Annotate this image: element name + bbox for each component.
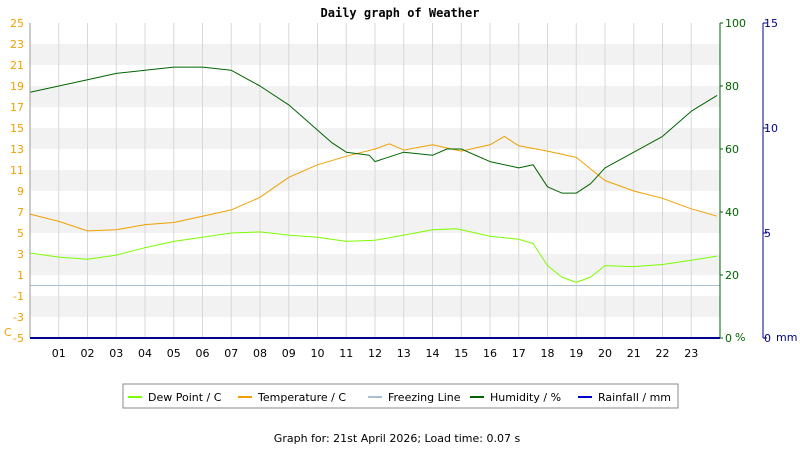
axes xyxy=(29,23,764,339)
x-axis-tick-label: 06 xyxy=(196,347,210,360)
legend-label: Freezing Line xyxy=(388,391,461,404)
left-axis-tick-label: 3 xyxy=(17,248,24,261)
left-axis-tick-label: 1 xyxy=(17,269,24,282)
x-axis-tick-label: 09 xyxy=(282,347,296,360)
x-axis-tick-label: 04 xyxy=(138,347,152,360)
legend-label: Dew Point / C xyxy=(148,391,222,404)
rainfall-axis-unit: mm xyxy=(776,331,797,344)
x-axis-tick-label: 13 xyxy=(397,347,411,360)
rainfall-axis-tick-label: 15 xyxy=(764,17,778,30)
humidity-axis-tick-label: 40 xyxy=(725,206,739,219)
x-axis-tick-label: 17 xyxy=(512,347,526,360)
x-axis-tick-label: 12 xyxy=(368,347,382,360)
x-axis-tick-label: 23 xyxy=(684,347,698,360)
humidity-axis-tick-label: 80 xyxy=(725,80,739,93)
x-axis-tick-label: 02 xyxy=(81,347,95,360)
left-axis-tick-label: 15 xyxy=(10,122,24,135)
x-axis-ticks: 01 02 03 04 05 06 07 08 09 10 11 12 13 14 15 16 17 18 19 20… xyxy=(52,347,699,360)
left-axis-tick-label: 25 xyxy=(10,17,24,30)
x-axis-tick-label: 18 xyxy=(541,347,555,360)
humidity-axis-unit: % xyxy=(735,331,745,344)
footer-text: Graph for: 21st April 2026; Load time: 0… xyxy=(274,432,521,445)
x-axis-tick-label: 08 xyxy=(253,347,267,360)
x-axis-tick-label: 14 xyxy=(426,347,440,360)
chart-title: Daily graph of Weather xyxy=(321,6,480,20)
x-axis-tick-label: 15 xyxy=(454,347,468,360)
legend-label: Temperature / C xyxy=(257,391,346,404)
left-axis-tick-label: 7 xyxy=(17,206,24,219)
left-axis-tick-label: 9 xyxy=(17,185,24,198)
left-axis-tick-label: -3 xyxy=(13,311,24,324)
rainfall-axis-tick-label: 10 xyxy=(764,122,778,135)
left-axis-tick-label: 13 xyxy=(10,143,24,156)
rainfall-axis-ticks: 15 10 5 0 xyxy=(763,17,778,345)
x-axis-tick-label: 05 xyxy=(167,347,181,360)
x-axis-tick-label: 07 xyxy=(224,347,238,360)
x-axis-tick-label: 19 xyxy=(569,347,583,360)
left-axis-ticks: 25 23 21 19 17 15 13 11 9 7 5 3 1 -1 -3 -5 xyxy=(10,17,24,345)
left-axis-tick-label: 17 xyxy=(10,101,24,114)
left-axis-unit: C xyxy=(4,326,12,339)
x-axis-tick-label: 01 xyxy=(52,347,66,360)
humidity-axis-tick-label: 60 xyxy=(725,143,739,156)
left-axis-tick-label: 11 xyxy=(10,164,24,177)
rainfall-axis-tick-label: 0 xyxy=(764,332,771,345)
left-axis-tick-label: -1 xyxy=(13,290,24,303)
series-line xyxy=(29,228,718,283)
humidity-axis-tick-label: 100 xyxy=(725,17,746,30)
x-axis-tick-label: 11 xyxy=(339,347,353,360)
x-axis-tick-label: 03 xyxy=(109,347,123,360)
x-axis-tick-label: 21 xyxy=(627,347,641,360)
legend: Dew Point / C Temperature / C Freezing Lin… xyxy=(122,383,679,409)
series-line xyxy=(29,135,718,232)
left-axis-tick-label: 23 xyxy=(10,38,24,51)
humidity-axis-ticks: 100 80 60 40 20 0 xyxy=(720,17,746,345)
left-axis-tick-label: 19 xyxy=(10,80,24,93)
legend-label: Humidity / % xyxy=(490,391,561,404)
left-axis-tick-label: 21 xyxy=(10,59,24,72)
humidity-axis-tick-label: 20 xyxy=(725,269,739,282)
rainfall-axis-tick-label: 5 xyxy=(764,227,771,240)
x-axis-tick-label: 22 xyxy=(656,347,670,360)
left-axis-tick-label: 5 xyxy=(17,227,24,240)
left-axis-tick-label: -5 xyxy=(13,332,24,345)
humidity-axis-tick-label: 0 xyxy=(725,332,732,345)
x-axis-tick-label: 16 xyxy=(483,347,497,360)
x-axis-tick-label: 10 xyxy=(311,347,325,360)
legend-label: Rainfall / mm xyxy=(598,391,671,404)
series-line xyxy=(29,66,718,194)
x-axis-tick-label: 20 xyxy=(598,347,612,360)
